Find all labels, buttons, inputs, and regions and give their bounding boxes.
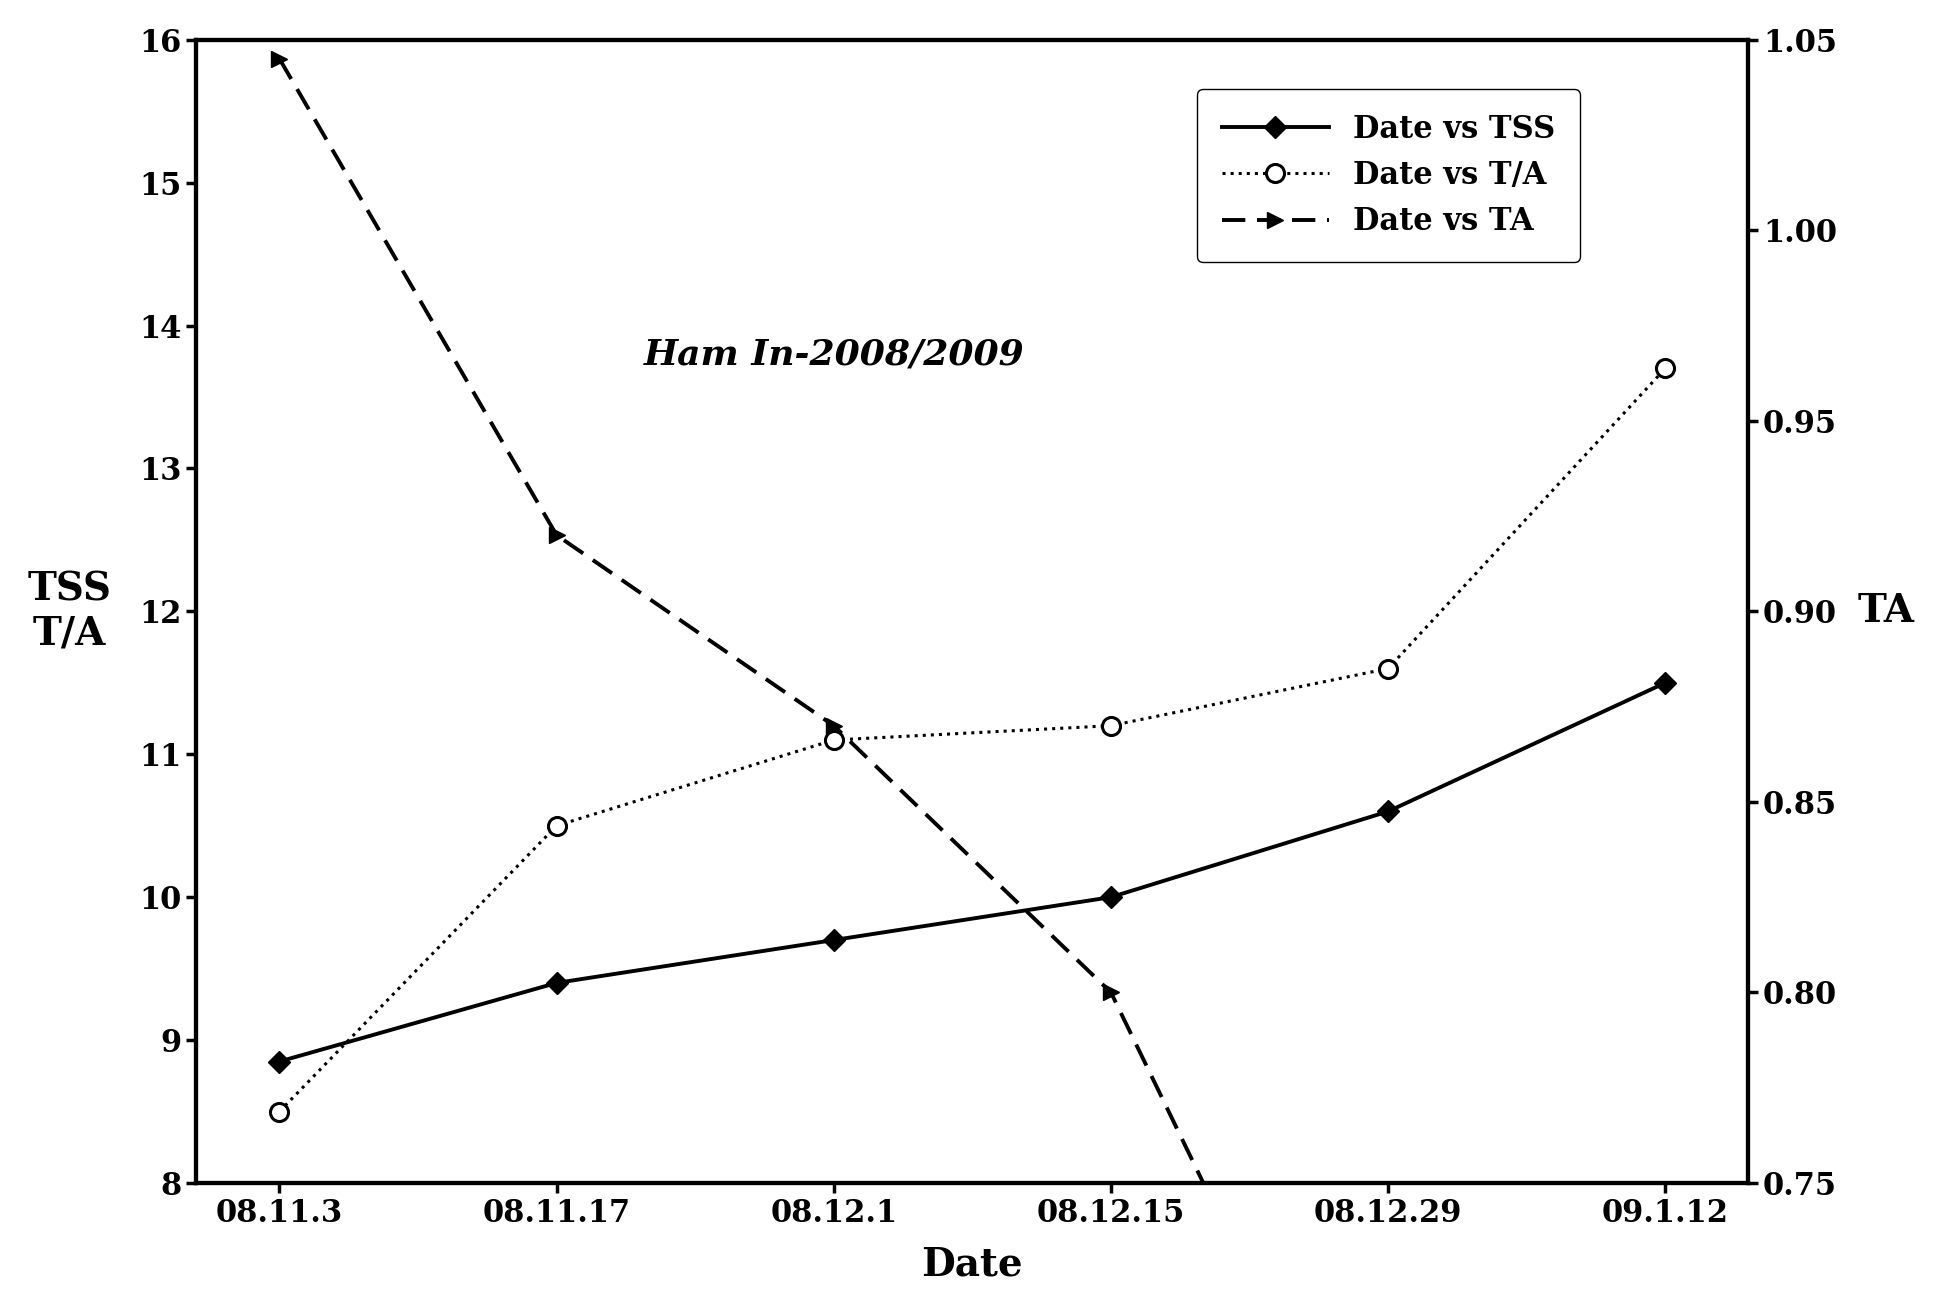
X-axis label: Date: Date <box>922 1245 1023 1283</box>
Line: Date vs T/A: Date vs T/A <box>270 359 1674 1121</box>
Date vs TA <box>821 718 845 734</box>
Date vs TA <box>546 527 569 543</box>
Date vs T/A <box>1099 718 1122 734</box>
Line: Date vs TSS: Date vs TSS <box>272 675 1672 1070</box>
Date vs TSS <box>546 975 569 991</box>
Date vs T/A <box>821 732 845 747</box>
Y-axis label: TSS
T/A: TSS T/A <box>27 570 113 653</box>
Date vs TSS <box>1653 675 1676 691</box>
Line: Date vs TA: Date vs TA <box>272 51 1674 1311</box>
Legend: Date vs TSS, Date vs T/A, Date vs TA: Date vs TSS, Date vs T/A, Date vs TA <box>1196 89 1579 262</box>
Date vs TSS <box>268 1054 291 1070</box>
Date vs TSS <box>821 932 845 948</box>
Y-axis label: TA: TA <box>1857 593 1915 631</box>
Date vs TA <box>268 51 291 67</box>
Date vs T/A <box>546 818 569 834</box>
Date vs T/A <box>1377 661 1400 676</box>
Date vs TSS <box>1377 804 1400 819</box>
Date vs TA <box>1099 985 1122 1000</box>
Date vs T/A <box>1653 361 1676 376</box>
Text: Ham In-2008/2009: Ham In-2008/2009 <box>643 337 1023 371</box>
Date vs TSS <box>1099 889 1122 905</box>
Date vs T/A <box>268 1104 291 1120</box>
